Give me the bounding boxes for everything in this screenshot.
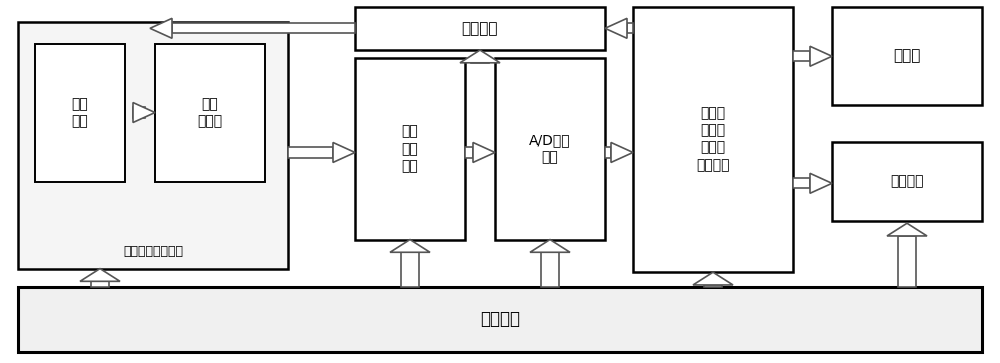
Polygon shape <box>810 174 832 193</box>
Polygon shape <box>80 269 120 281</box>
Bar <box>627 23 633 33</box>
Text: 光学图像采集模块: 光学图像采集模块 <box>123 245 183 258</box>
Text: 光学
镜头: 光学 镜头 <box>72 97 88 128</box>
Bar <box>91 281 109 287</box>
Bar <box>605 147 611 158</box>
Bar <box>471 58 489 63</box>
Polygon shape <box>693 272 733 285</box>
Polygon shape <box>133 102 155 123</box>
Bar <box>793 178 810 188</box>
Text: 驱动模块: 驱动模块 <box>462 21 498 36</box>
Bar <box>18 287 982 352</box>
Polygon shape <box>473 142 495 162</box>
Bar <box>18 22 288 269</box>
Text: 信号
调理
模块: 信号 调理 模块 <box>402 125 418 173</box>
Bar <box>401 252 419 287</box>
Bar <box>832 7 982 105</box>
Polygon shape <box>333 142 355 162</box>
Bar <box>155 44 265 182</box>
Bar <box>495 58 605 240</box>
Text: 报警音响: 报警音响 <box>890 175 924 188</box>
Polygon shape <box>605 18 627 38</box>
Bar <box>541 252 559 287</box>
Bar <box>133 107 145 118</box>
Polygon shape <box>887 223 927 236</box>
Polygon shape <box>460 50 500 63</box>
Bar <box>633 7 793 272</box>
Bar <box>355 58 465 240</box>
Bar <box>793 51 810 61</box>
Text: 可编程
逻辑器
件及其
外围电路: 可编程 逻辑器 件及其 外围电路 <box>696 106 730 172</box>
Text: A/D转换
模块: A/D转换 模块 <box>529 133 571 164</box>
Bar <box>35 44 125 182</box>
Bar <box>355 7 605 50</box>
Bar <box>172 23 355 33</box>
Bar <box>288 147 333 158</box>
Polygon shape <box>150 18 172 38</box>
Text: 显示屏: 显示屏 <box>893 48 921 63</box>
Text: 图像
传感器: 图像 传感器 <box>197 97 223 128</box>
Bar <box>832 142 982 221</box>
Bar <box>704 285 722 287</box>
Polygon shape <box>611 142 633 162</box>
Text: 电源模块: 电源模块 <box>480 310 520 329</box>
Bar <box>465 147 473 158</box>
Polygon shape <box>390 240 430 252</box>
Polygon shape <box>530 240 570 252</box>
Polygon shape <box>810 46 832 66</box>
Bar <box>898 236 916 287</box>
